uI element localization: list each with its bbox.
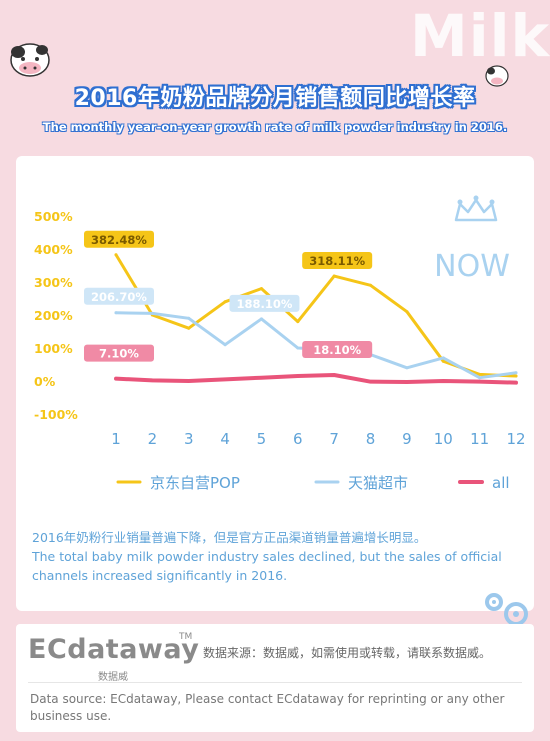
x-tick-label: 9	[402, 430, 412, 448]
svg-text:京东自营POP: 京东自营POP	[150, 474, 240, 492]
data-label: 382.48%	[84, 230, 154, 248]
data-point	[223, 377, 227, 381]
data-point	[259, 317, 263, 321]
svg-text:318.11%: 318.11%	[309, 254, 365, 268]
svg-text:天猫超市: 天猫超市	[348, 474, 408, 492]
y-tick-label: 500%	[34, 209, 73, 224]
data-point	[514, 374, 518, 378]
cow-face-icon	[485, 65, 509, 87]
x-tick-label: 7	[329, 430, 339, 448]
legend-item: all	[458, 474, 510, 492]
note-en: The total baby milk powder industry sale…	[32, 549, 502, 583]
y-tick-label: 100%	[34, 341, 73, 356]
data-point	[441, 356, 445, 360]
x-tick-label: 10	[434, 430, 453, 448]
svg-text:7.10%: 7.10%	[99, 347, 139, 361]
data-point	[405, 310, 409, 314]
data-point	[150, 378, 154, 382]
data-label: 7.10%	[84, 344, 154, 362]
data-point	[187, 316, 191, 320]
chart-subtitle: The monthly year-on-year growth rate of …	[42, 120, 508, 134]
x-tick-label: 11	[470, 430, 489, 448]
note-cn: 2016年奶粉行业销量普遍下降，但是官方正品渠道销量普遍增长明显。	[32, 530, 427, 545]
y-tick-label: 0%	[34, 374, 56, 389]
source-cn: 数据来源：数据威，如需使用或转载，请联系数据威。	[203, 646, 492, 660]
data-point	[296, 346, 300, 350]
x-tick-label: 4	[220, 430, 230, 448]
data-point	[296, 374, 300, 378]
y-tick-label: 400%	[34, 242, 73, 257]
data-point	[223, 343, 227, 347]
y-tick-label: -100%	[34, 407, 78, 422]
data-point	[405, 380, 409, 384]
cow-face-icon	[10, 43, 50, 77]
data-point	[296, 320, 300, 324]
source-en: Data source: ECdataway, Please contact E…	[30, 692, 505, 723]
data-point	[114, 311, 118, 315]
now-badge-text: NOW	[434, 249, 510, 284]
data-point	[478, 376, 482, 380]
data-point	[259, 376, 263, 380]
x-tick-label: 8	[366, 430, 376, 448]
data-point	[369, 283, 373, 287]
data-point	[405, 366, 409, 370]
data-point	[114, 253, 118, 257]
footer: ECdataway TM 数据威 数据来源：数据威，如需使用或转载，请联系数据威…	[16, 624, 534, 732]
x-tick-label: 3	[184, 430, 194, 448]
svg-text:18.10%: 18.10%	[313, 343, 361, 357]
data-point	[332, 274, 336, 278]
y-tick-label: 200%	[34, 308, 73, 323]
x-tick-label: 12	[506, 430, 525, 448]
data-point	[478, 380, 482, 384]
data-point	[514, 381, 518, 385]
data-point	[332, 373, 336, 377]
milk-watermark: Milk	[410, 2, 550, 70]
data-point	[259, 287, 263, 291]
data-label: 318.11%	[302, 252, 373, 270]
data-point	[150, 311, 154, 315]
x-tick-label: 6	[293, 430, 303, 448]
chart-title: 2016年奶粉品牌分月销售额同比增长率	[74, 86, 476, 111]
data-point	[369, 380, 373, 384]
y-tick-label: 300%	[34, 275, 73, 290]
series-line-3	[114, 373, 518, 385]
data-point	[114, 377, 118, 381]
divider	[28, 682, 522, 683]
series-line-1	[114, 253, 518, 378]
svg-text:206.70%: 206.70%	[91, 290, 147, 304]
legend-item: 京东自营POP	[116, 474, 240, 492]
data-point	[223, 300, 227, 304]
svg-text:382.48%: 382.48%	[91, 233, 147, 247]
data-point	[441, 359, 445, 363]
chart-card: 500% 400% 300% 200% 100% 0% -100% 1 2 3 4 5 6 7 8 9 10 1…	[16, 156, 534, 611]
crown-icon	[454, 195, 498, 222]
data-point	[187, 379, 191, 383]
legend-item: 天猫超市	[314, 474, 408, 492]
brand-trademark: TM	[179, 632, 193, 642]
brand-cn: 数据威	[98, 672, 128, 683]
x-tick-label: 2	[148, 430, 158, 448]
note: 2016年奶粉行业销量普遍下降，但是官方正品渠道销量普遍增长明显。 The to…	[32, 528, 522, 585]
data-point	[187, 326, 191, 330]
data-label: 206.70%	[84, 287, 154, 305]
x-tick-label: 1	[111, 430, 121, 448]
data-point	[441, 379, 445, 383]
data-point	[514, 371, 518, 375]
data-label: 188.10%	[229, 294, 300, 312]
data-label: 18.10%	[302, 341, 373, 359]
svg-text:all: all	[492, 474, 510, 492]
svg-text:188.10%: 188.10%	[237, 297, 293, 311]
line-chart: 500%400%300%200%100%0%-100% 1 2 3 4 5 6 7 8 9 10 1…	[34, 195, 526, 492]
data-point	[478, 372, 482, 376]
x-tick-label: 5	[257, 430, 267, 448]
brand-logo: ECdataway	[28, 634, 200, 665]
